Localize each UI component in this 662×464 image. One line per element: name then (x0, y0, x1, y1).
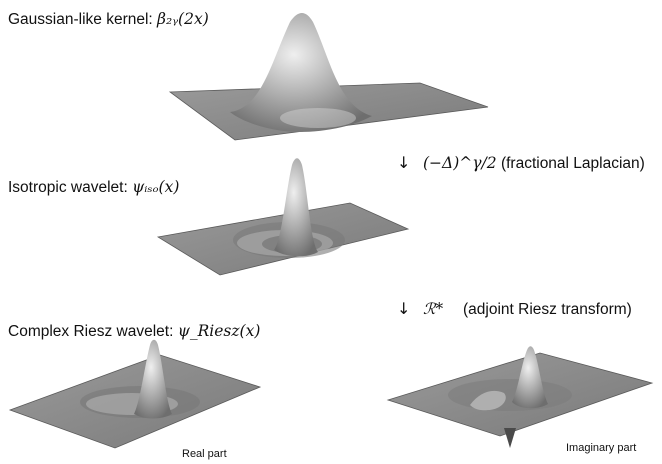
step-adjoint-riesz: ↓ ℛ* (adjoint Riesz transform) (397, 300, 632, 319)
riesz-wavelet-label: Complex Riesz wavelet: ψ_Riesz(x) (8, 322, 260, 341)
adjoint-riesz-description: (adjoint Riesz transform) (463, 301, 632, 318)
fractional-laplacian-operator: (−Δ)^γ/2 (423, 154, 497, 172)
imaginary-part-caption: Imaginary part (566, 442, 637, 454)
riesz-wavelet-math: ψ_Riesz(x) (177, 322, 261, 340)
real-part-peak (134, 339, 172, 419)
gaussian-kernel-math: β₂ᵧ(2x) (157, 10, 209, 28)
gaussian-kernel-label: Gaussian-like kernel: β₂ᵧ(2x) (8, 10, 209, 29)
real-part-caption: Real part (182, 448, 227, 460)
gaussian-peak (230, 13, 372, 132)
step-fractional-laplacian: ↓ (−Δ)^γ/2 (fractional Laplacian) (397, 154, 645, 173)
isotropic-peak (274, 158, 318, 257)
isotropic-wavelet-text: Isotropic wavelet: (8, 179, 133, 196)
riesz-wavelet-text: Complex Riesz wavelet: (8, 323, 178, 340)
fractional-laplacian-description: (fractional Laplacian) (500, 155, 645, 172)
adjoint-riesz-operator: ℛ* (423, 300, 444, 318)
isotropic-wavelet-math: ψᵢₛₒ(x) (132, 178, 180, 196)
gaussian-kernel-text: Gaussian-like kernel: (8, 11, 158, 28)
isotropic-wavelet-label: Isotropic wavelet: ψᵢₛₒ(x) (8, 178, 179, 197)
imaginary-part-ripple (448, 379, 572, 411)
imaginary-part-dip (504, 428, 516, 448)
gaussian-peak-base-glow (280, 108, 356, 128)
down-arrow-icon: ↓ (397, 299, 411, 318)
down-arrow-icon: ↓ (397, 153, 411, 172)
imaginary-part-hump-left (470, 390, 506, 411)
imaginary-part-peak (512, 346, 548, 409)
